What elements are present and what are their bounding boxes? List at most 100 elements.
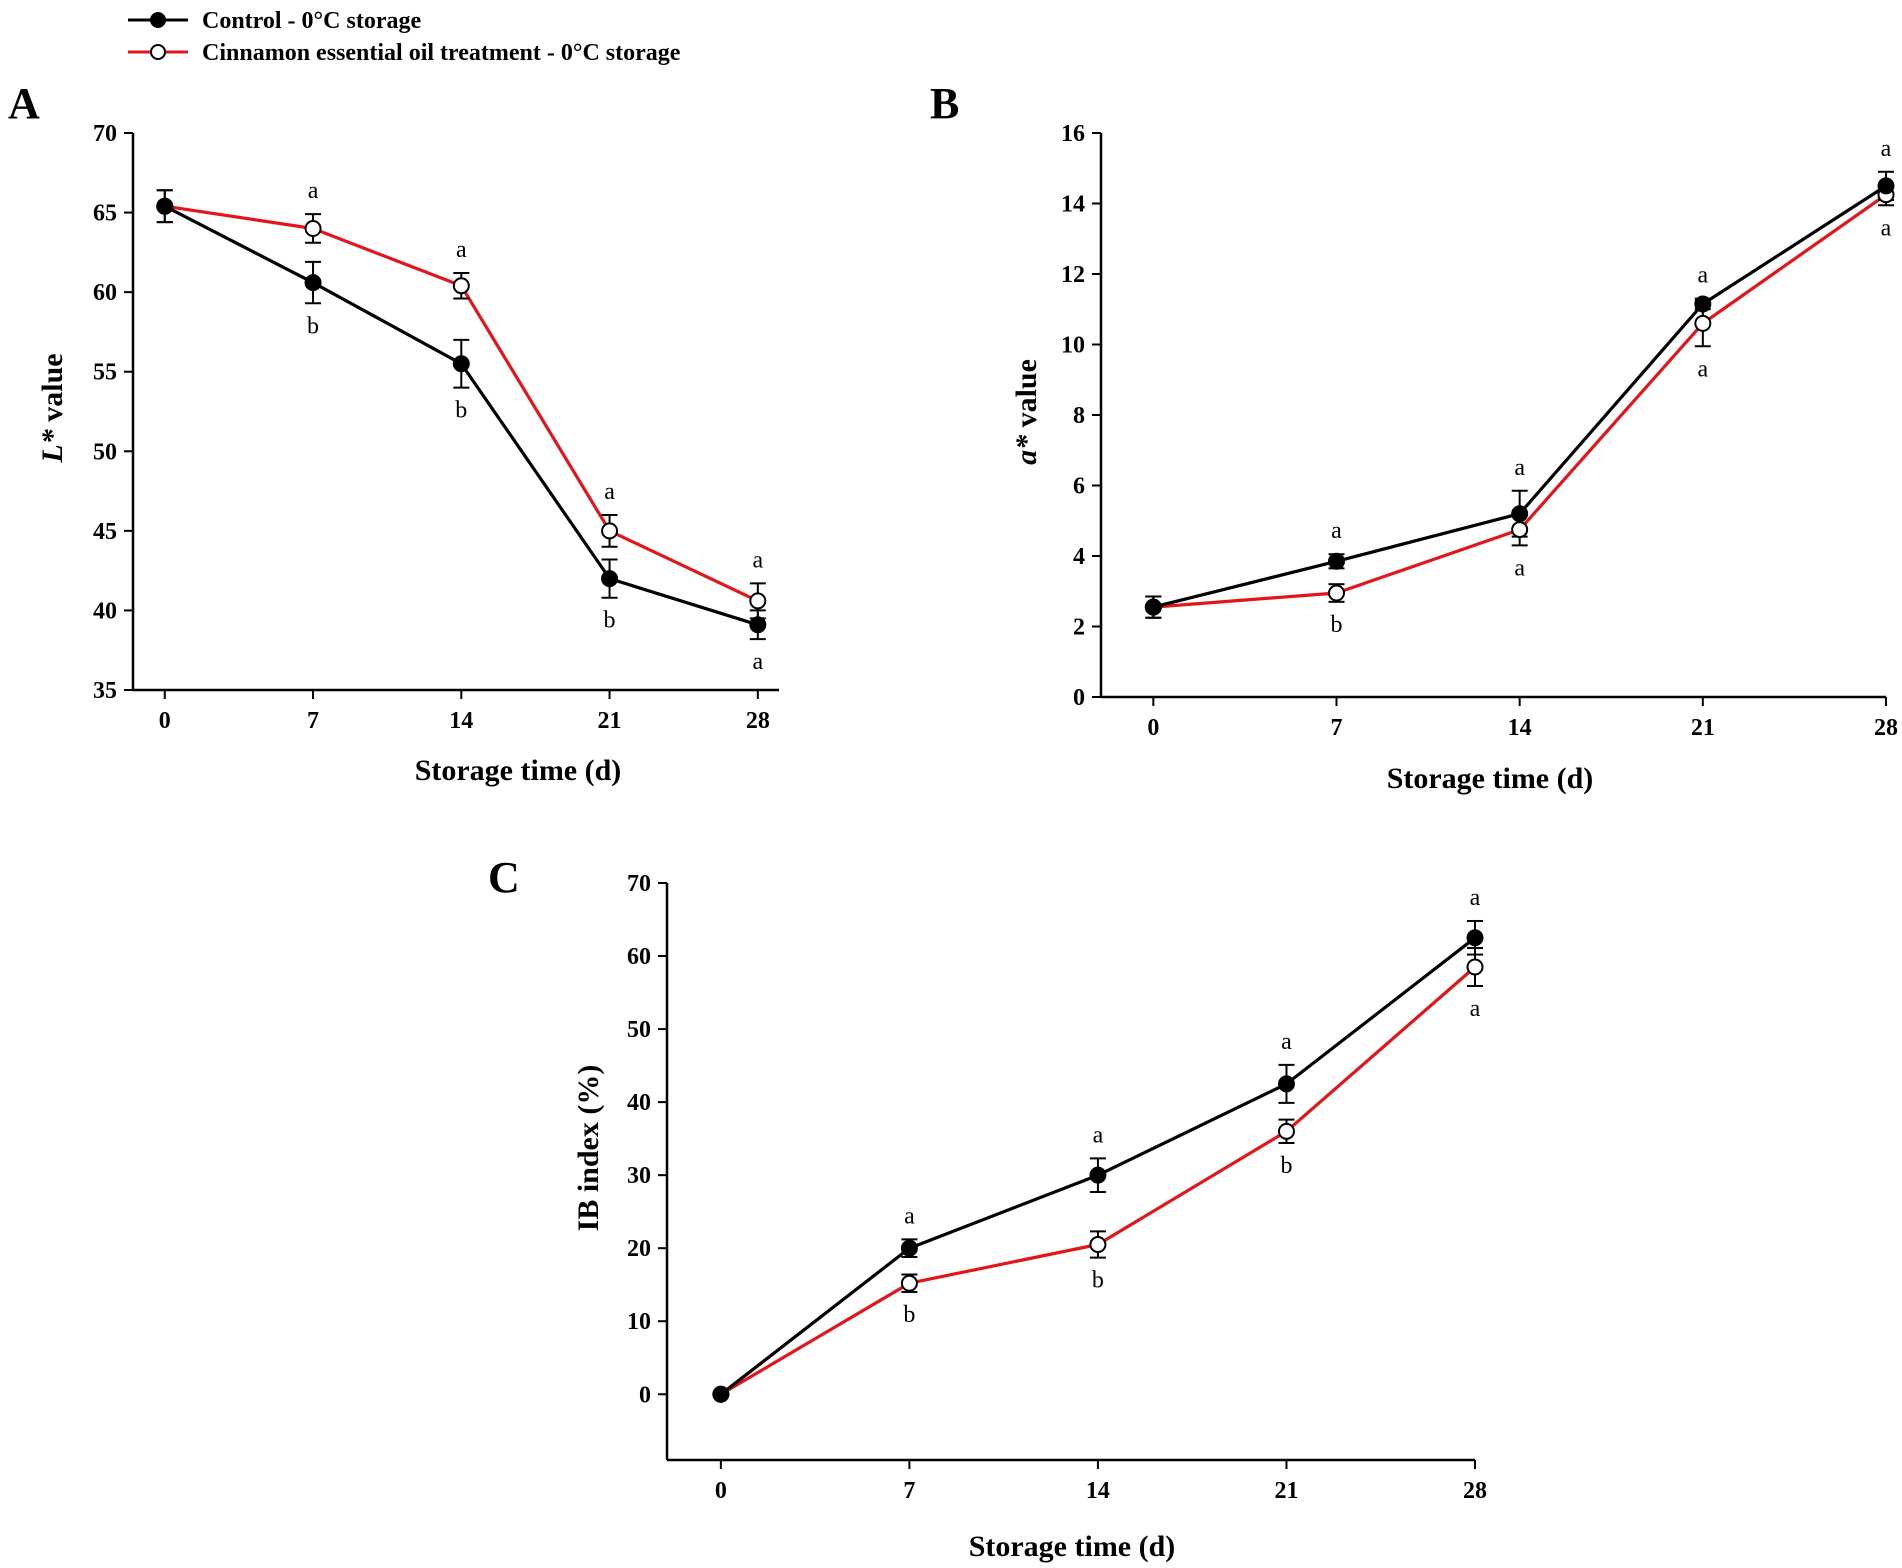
panel-c-cinnamon-point bbox=[900, 1274, 918, 1292]
panel-a-x-tick-label: 28 bbox=[746, 708, 770, 734]
panel-a-y-axis-title: L* value bbox=[36, 353, 69, 463]
panel-b-plot: 0 2 4 6 8 10 12 14 16 0 7 14 21 28 a b a a a a a a bbox=[1061, 121, 1898, 741]
panel-a-label: A bbox=[8, 79, 40, 128]
panel-c-y-axis-title-rest: IB index (%) bbox=[572, 1065, 605, 1232]
panel-b-control-sig-letter: a bbox=[1514, 455, 1525, 481]
panel-c-cinnamon-sig-letter: b bbox=[903, 1302, 915, 1328]
panel-b-x-tick-label: 14 bbox=[1508, 715, 1532, 741]
panel-a-y-tick-label: 35 bbox=[93, 678, 117, 704]
panel-b-y-tick-label: 0 bbox=[1073, 685, 1085, 711]
panel-c-x-tick-label: 7 bbox=[903, 1478, 915, 1504]
panel-c-cinnamon-point bbox=[1466, 958, 1484, 976]
panel-c-x-axis-title: Storage time (d) bbox=[969, 1530, 1176, 1563]
panel-b-y-tick-label: 10 bbox=[1061, 333, 1085, 359]
panel-a-y-tick-label: 70 bbox=[93, 121, 117, 147]
panel-a-control-point bbox=[601, 570, 619, 588]
panel-c-y-tick-label: 70 bbox=[627, 871, 651, 897]
panel-b-x-axis-title: Storage time (d) bbox=[1387, 762, 1594, 795]
panel-c-x-tick-label: 21 bbox=[1274, 1478, 1298, 1504]
panel-b-y-axis-title-rest: value bbox=[1010, 359, 1043, 435]
panel-c-control-point bbox=[1466, 929, 1484, 947]
legend-cinnamon-marker bbox=[150, 44, 166, 60]
panel-a-y-axis-title-italic: L* bbox=[36, 428, 69, 463]
panel-a-cinnamon-sig-letter: a bbox=[308, 178, 319, 204]
panel-c: C 0 10 20 30 40 50 60 70 0 7 14 21 28 a b a b a b a a Storag… bbox=[488, 853, 1487, 1563]
legend: Control - 0°C storage Cinnamon essential… bbox=[128, 8, 681, 66]
panel-a-control-point bbox=[749, 616, 767, 634]
panel-c-y-tick-label: 20 bbox=[627, 1236, 651, 1262]
panel-b-y-tick-label: 12 bbox=[1061, 262, 1085, 288]
panel-a-plot: 35 40 45 50 55 60 65 70 0 7 14 21 28 b a b a b a a a bbox=[93, 121, 779, 734]
legend-control-label: Control - 0°C storage bbox=[202, 8, 421, 34]
panel-a-control-point bbox=[452, 355, 470, 373]
panel-a-control-sig-letter: b bbox=[307, 313, 319, 339]
panel-a-control-sig-letter: a bbox=[752, 649, 763, 675]
panel-b-cinnamon-sig-letter: a bbox=[1881, 215, 1892, 241]
panel-a-y-tick-label: 55 bbox=[93, 360, 117, 386]
panel-b-y-axis-title: a* value bbox=[1010, 359, 1043, 465]
legend-cinnamon-label: Cinnamon essential oil treatment - 0°C s… bbox=[202, 40, 681, 66]
panel-c-y-axis-title: IB index (%) bbox=[572, 1065, 605, 1232]
panel-c-cinnamon-point bbox=[1277, 1122, 1295, 1140]
panel-a: A 35 40 45 50 55 60 65 70 0 7 14 21 28 b a b a b a a a Stora… bbox=[8, 79, 779, 787]
panel-b-y-tick-label: 4 bbox=[1073, 544, 1085, 570]
panel-b-y-tick-label: 14 bbox=[1061, 192, 1085, 218]
panel-a-control-point bbox=[304, 274, 322, 292]
panel-a-x-tick-label: 7 bbox=[307, 708, 319, 734]
panel-c-control-point bbox=[1277, 1075, 1295, 1093]
panel-c-control-sig-letter: a bbox=[1093, 1122, 1104, 1148]
panel-b-cinnamon-point bbox=[1328, 584, 1345, 602]
panel-b-x-tick-label: 7 bbox=[1331, 715, 1343, 741]
panel-c-label: C bbox=[488, 853, 520, 902]
panel-a-cinnamon-point bbox=[304, 219, 322, 237]
panel-b-control-point bbox=[1328, 552, 1345, 570]
panel-a-cinnamon-point bbox=[452, 277, 470, 295]
panel-a-cinnamon-sig-letter: a bbox=[456, 237, 467, 263]
panel-b-y-axis-title-italic: a* bbox=[1010, 434, 1043, 465]
panel-a-y-tick-label: 60 bbox=[93, 280, 117, 306]
panel-a-control-sig-letter: b bbox=[455, 398, 467, 424]
panel-c-cinnamon-sig-letter: a bbox=[1470, 996, 1481, 1022]
panel-a-y-axis-title-rest: value bbox=[36, 353, 69, 429]
panel-b-control-point bbox=[1511, 505, 1529, 523]
panel-c-y-tick-label: 40 bbox=[627, 1090, 651, 1116]
panel-c-control-point bbox=[712, 1385, 730, 1403]
panel-b-control-point bbox=[1694, 295, 1712, 313]
panel-c-plot: 0 10 20 30 40 50 60 70 0 7 14 21 28 a b a b a b a a bbox=[627, 871, 1487, 1504]
legend-item-control: Control - 0°C storage bbox=[128, 8, 421, 34]
panel-c-y-tick-label: 60 bbox=[627, 944, 651, 970]
panel-a-y-tick-label: 65 bbox=[93, 201, 117, 227]
panel-c-x-tick-label: 0 bbox=[715, 1478, 727, 1504]
panel-b-cinnamon-point bbox=[1694, 314, 1712, 332]
panel-c-y-tick-label: 30 bbox=[627, 1163, 651, 1189]
panel-c-y-tick-label: 10 bbox=[627, 1309, 651, 1335]
panel-b-x-tick-label: 0 bbox=[1147, 715, 1159, 741]
panel-a-cinnamon-point bbox=[601, 522, 619, 540]
panel-b-label: B bbox=[930, 79, 959, 128]
panel-a-control-point bbox=[156, 197, 174, 215]
panel-b-control-point bbox=[1144, 598, 1162, 616]
panel-a-y-tick-label: 40 bbox=[93, 598, 117, 624]
panel-b-control-sig-letter: a bbox=[1881, 136, 1892, 162]
panel-a-y-tick-label: 45 bbox=[93, 519, 117, 545]
panel-b-control-point bbox=[1877, 177, 1895, 195]
panel-b-x-tick-label: 28 bbox=[1874, 715, 1898, 741]
panel-b-y-tick-label: 6 bbox=[1073, 474, 1085, 500]
panel-b-control-sig-letter: a bbox=[1698, 263, 1709, 289]
panel-c-control-point bbox=[900, 1239, 918, 1257]
panel-a-cinnamon-point bbox=[749, 592, 767, 610]
panel-b-cinnamon-point bbox=[1511, 521, 1529, 539]
panel-c-control-point bbox=[1089, 1166, 1107, 1184]
panel-b-cinnamon-sig-letter: a bbox=[1698, 356, 1709, 382]
panel-c-control-sig-letter: a bbox=[1281, 1029, 1292, 1055]
panel-c-control-sig-letter: a bbox=[1470, 885, 1481, 911]
legend-control-marker bbox=[150, 12, 166, 28]
panel-a-y-tick-label: 50 bbox=[93, 439, 117, 465]
panel-c-y-tick-label: 50 bbox=[627, 1017, 651, 1043]
panel-a-cinnamon-sig-letter: a bbox=[604, 479, 615, 505]
panel-c-cinnamon-sig-letter: b bbox=[1280, 1153, 1292, 1179]
panel-a-x-tick-label: 0 bbox=[159, 708, 171, 734]
panel-b-y-tick-label: 2 bbox=[1073, 615, 1085, 641]
panel-a-x-tick-label: 14 bbox=[449, 708, 473, 734]
